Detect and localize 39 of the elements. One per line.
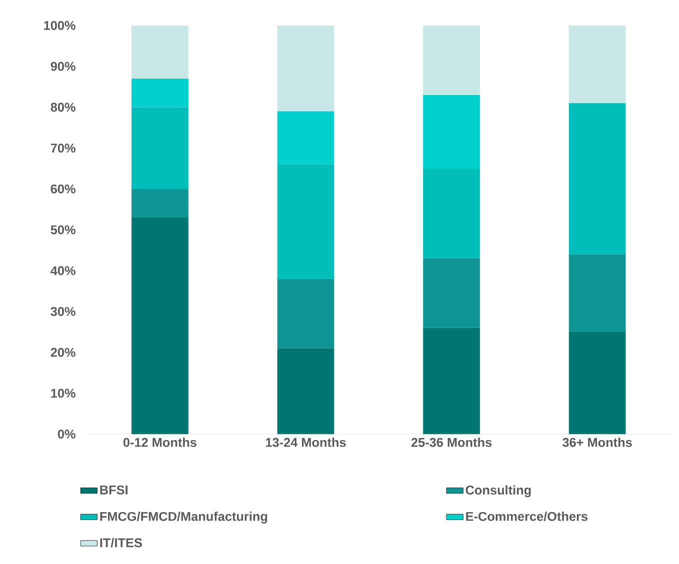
bar [132,188,188,218]
bar [277,348,334,434]
legend-label: E-Commerce/Others [466,511,588,521]
x-tick-label: 13-24 Months [266,437,346,447]
x-tick-label: 36+ Months [562,437,632,447]
bar [423,258,480,328]
bar [277,278,334,348]
legend-label: FMCG/FMCD/Manufacturing [100,511,268,524]
y-tick-label: 40% [50,266,76,275]
legend-label: BFSI [100,485,128,494]
bar [423,328,480,434]
bar [568,254,626,332]
bar [568,332,626,434]
y-tick-label: 30% [50,306,76,316]
bar [132,25,188,78]
y-tick-label: 100% [44,20,76,30]
bar [132,78,188,107]
bar [423,168,480,258]
bar [277,25,334,112]
x-tick-label: 0-12 Months [123,437,196,447]
bar [423,94,480,168]
bar [423,25,480,95]
bar [568,25,626,103]
legend-label: IT/ITES [100,538,142,548]
bar [132,217,188,434]
bar [277,111,334,164]
y-tick-label: 70% [50,143,76,152]
y-tick-label: 90% [50,62,76,71]
y-tick-label: 20% [50,348,76,357]
bar [132,106,188,189]
bar [568,102,626,254]
bar [277,164,334,279]
y-tick-label: 80% [50,102,76,112]
legend-label: Consulting [466,485,531,497]
y-tick-label: 0% [58,429,76,438]
y-tick-label: 60% [50,184,76,194]
y-tick-label: 50% [50,225,76,234]
y-tick-label: 10% [51,388,76,398]
x-tick-label: 25-36 Months [411,437,492,447]
